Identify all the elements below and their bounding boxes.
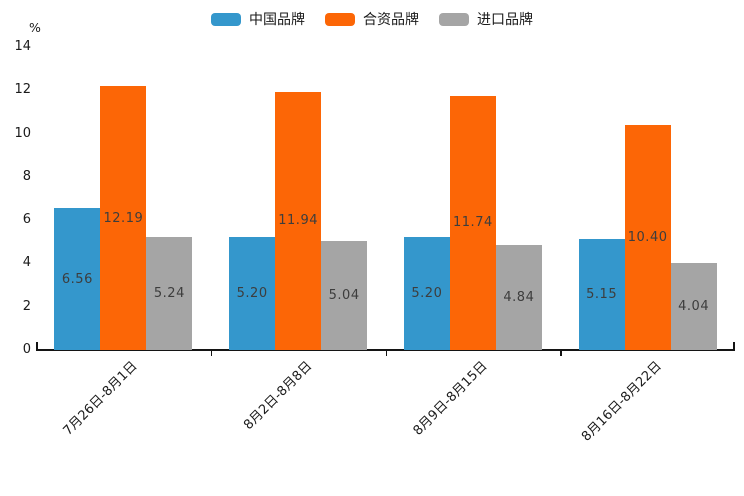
bar: 5.24 [146, 236, 193, 350]
bar-value-label: 12.19 [103, 210, 144, 226]
legend-swatch-icon [325, 12, 355, 26]
bar-value-label: 6.56 [61, 271, 93, 287]
legend-swatch-icon [211, 12, 241, 26]
bar-value-label: 4.84 [503, 290, 535, 306]
y-axis-tick-label: 12 [14, 82, 31, 98]
bar: 5.15 [578, 238, 625, 350]
y-axis-tick-label: 4 [22, 255, 31, 271]
bar-value-label: 5.24 [153, 285, 185, 301]
x-axis-tick-label: 7月26日-8月1日 [60, 358, 141, 439]
legend-item: 中国品牌 [211, 9, 305, 29]
y-axis-tick-label: 2 [22, 298, 31, 314]
bar-value-label: 5.04 [328, 287, 360, 303]
x-axis-tick-label: 8月2日-8月8日 [241, 358, 316, 433]
y-axis-tick-label: 8 [22, 168, 31, 184]
bar-value-label: 5.15 [586, 286, 618, 302]
bar: 6.56 [54, 208, 101, 350]
bar: 11.94 [275, 91, 322, 350]
bar: 5.20 [229, 237, 276, 350]
bar-value-label: 10.40 [627, 229, 668, 245]
legend-swatch-icon [439, 12, 469, 26]
bar: 5.04 [321, 240, 368, 350]
legend-item: 合资品牌 [325, 9, 419, 29]
x-axis-tick-label: 8月16日-8月22日 [579, 358, 666, 445]
category-boundary-tick [560, 351, 562, 356]
axis-end-tick [733, 342, 735, 350]
bar-value-label: 5.20 [411, 286, 443, 302]
category-boundary-tick [385, 351, 387, 356]
legend-label: 中国品牌 [249, 12, 305, 28]
y-axis-unit-label: % [29, 20, 41, 35]
bar-value-label: 11.74 [453, 215, 493, 231]
bar: 4.84 [495, 245, 542, 350]
bar-value-label: 5.20 [236, 286, 268, 302]
y-axis-tick-label: 14 [14, 39, 31, 54]
x-axis-line [36, 349, 735, 351]
legend-item: 进口品牌 [439, 9, 533, 29]
legend-label: 进口品牌 [477, 12, 533, 28]
chart-legend: 中国品牌 合资品牌 进口品牌 [0, 10, 744, 28]
axis-end-tick [36, 342, 38, 350]
bar-value-label: 11.94 [278, 213, 318, 229]
legend-label: 合资品牌 [363, 12, 419, 28]
y-axis-tick-label: 6 [22, 212, 31, 228]
bar: 4.04 [670, 262, 717, 350]
y-axis-tick-label: 0 [22, 342, 31, 357]
bar: 5.20 [403, 237, 450, 350]
y-axis-tick-label: 10 [14, 125, 31, 141]
bar-value-label: 4.04 [678, 298, 710, 314]
x-axis-tick-label: 8月9日-8月15日 [410, 358, 491, 439]
bar: 12.19 [100, 86, 147, 350]
bar: 10.40 [624, 124, 671, 350]
category-boundary-tick [210, 351, 213, 356]
bar: 11.74 [449, 95, 496, 350]
